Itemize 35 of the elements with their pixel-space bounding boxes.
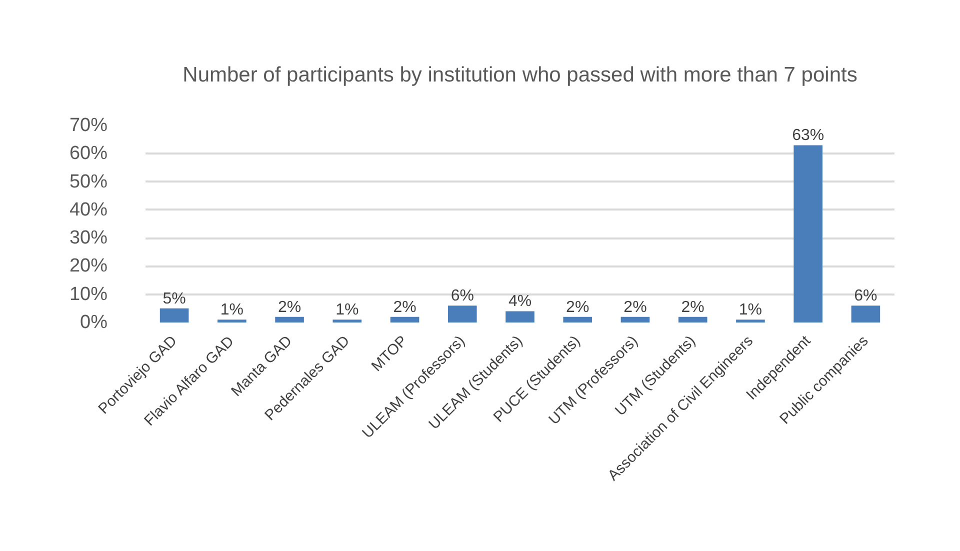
- data-label: 1%: [220, 302, 244, 319]
- bar: [506, 311, 534, 322]
- data-label: 2%: [566, 298, 590, 316]
- bar: [448, 306, 477, 322]
- y-tick-label: 40%: [69, 199, 108, 220]
- data-label: 1%: [738, 302, 762, 319]
- bar: [275, 316, 304, 322]
- bar: [160, 308, 189, 322]
- y-tick-label: 10%: [69, 284, 108, 305]
- bar: [218, 320, 246, 322]
- data-label: 2%: [278, 298, 302, 316]
- y-tick-label: 60%: [69, 143, 108, 164]
- data-label: 2%: [393, 298, 416, 316]
- data-label: 2%: [624, 298, 647, 316]
- bar: [332, 320, 362, 322]
- bar: [563, 316, 592, 322]
- y-tick-label: 20%: [69, 256, 108, 277]
- data-label: 6%: [450, 288, 474, 305]
- data-label: 1%: [336, 302, 359, 319]
- bar: [390, 316, 420, 322]
- bar: [851, 306, 880, 322]
- bar: [678, 316, 708, 322]
- bar: [620, 316, 650, 322]
- y-tick-label: 50%: [69, 171, 108, 192]
- y-tick-label: 0%: [80, 312, 108, 333]
- data-label: 4%: [508, 293, 532, 310]
- bar: [794, 145, 822, 322]
- bar: [736, 320, 765, 322]
- data-label: 5%: [162, 290, 186, 308]
- data-label: 63%: [792, 127, 824, 144]
- data-label: 6%: [854, 288, 878, 305]
- chart-title: Number of participants by institution who passed with more than 7 points: [182, 64, 858, 86]
- y-tick-label: 70%: [69, 115, 108, 136]
- data-label: 2%: [681, 298, 704, 316]
- y-tick-label: 30%: [69, 228, 108, 249]
